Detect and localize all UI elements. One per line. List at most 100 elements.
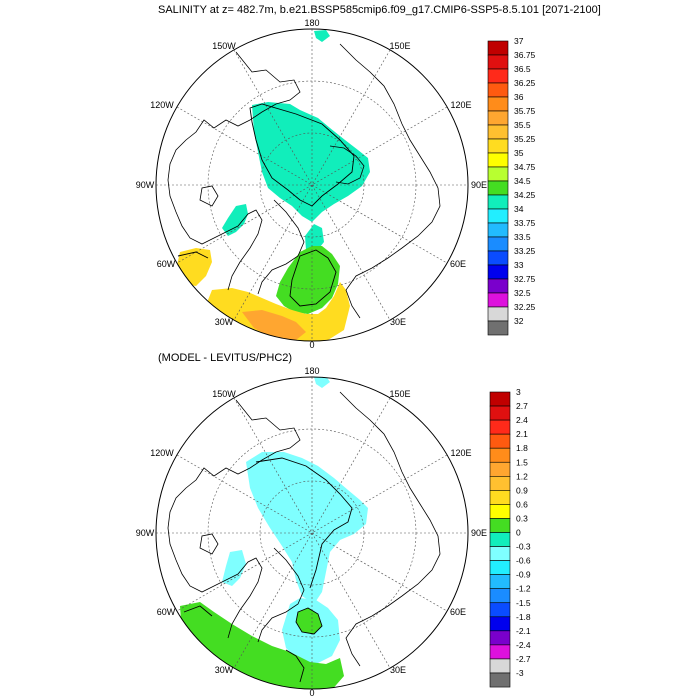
top-colorbar-label: 33.75: [514, 218, 536, 228]
bottom-colorbar-box: [489, 532, 511, 547]
bottom-colorbar-box: [489, 602, 511, 618]
bottom-colorbar-box: [489, 405, 511, 421]
top-lon-label-150w: 150W: [212, 41, 236, 51]
top-colorbar-label: 33.5: [514, 232, 531, 242]
bottom-colorbar-label: 0.6: [516, 499, 528, 509]
top-colorbar-box: [487, 68, 509, 84]
top-colorbar-box: [487, 278, 509, 294]
top-colorbar-label: 33.25: [514, 246, 536, 256]
top-colorbar-label: 32.75: [514, 274, 536, 284]
top-colorbar-box: [487, 82, 509, 98]
bottom-contours: [183, 457, 353, 683]
bottom-colorbar-label: -2.1: [516, 626, 531, 636]
bottom-colorbar-box: [489, 475, 511, 491]
top-colorbar-label: 35.75: [514, 106, 536, 116]
top-colorbar-box: [487, 40, 509, 56]
top-baffin-region: [222, 204, 248, 236]
top-colorbar-box: [487, 110, 509, 126]
bottom-colorbar-label: 0.9: [516, 485, 528, 495]
top-colorbar-box: [487, 222, 509, 238]
bottom-colorbar: 3 2.7 2.4 2.1 1.8 1.5 1.2 0.9 0.6 0.3 0 -0.3 -0.6 -0.…: [489, 387, 531, 688]
top-colorbar-label: 34.75: [514, 162, 536, 172]
bottom-arctic-basin-region: [246, 452, 368, 604]
top-colorbar-box: [487, 152, 509, 168]
top-fram-strait: [305, 224, 324, 252]
bottom-colorbar-box: [489, 616, 511, 632]
top-colorbar-label: 36.5: [514, 64, 531, 74]
top-colorbar-box: [487, 166, 509, 182]
top-lon-label-180: 180: [304, 18, 319, 28]
bottom-colorbar-label: -1.5: [516, 598, 531, 608]
top-colorbar-label: 32: [514, 316, 524, 326]
top-colorbar-box: [487, 194, 509, 210]
top-lon-label-30e: 30E: [390, 317, 406, 327]
top-colorbar-label: 34.5: [514, 176, 531, 186]
top-colorbar-label: 32.5: [514, 288, 531, 298]
bottom-bering-patch: [314, 377, 330, 388]
top-colorbar-box: [487, 138, 509, 154]
top-contours: [177, 103, 355, 307]
top-lon-label-30w: 30W: [215, 317, 234, 327]
bottom-colorbar-box: [489, 447, 511, 463]
top-colorbar: 37 36.75 36.5 36.25 36 35.75 35.5 35.25 35 34.75 3…: [487, 36, 536, 336]
bottom-colorbar-box: [489, 518, 511, 533]
bottom-colorbar-box: [489, 461, 511, 477]
bottom-colorbar-label: 2.1: [516, 429, 528, 439]
bottom-lon-label-150w: 150W: [212, 389, 236, 399]
bottom-panel-title: (MODEL - LEVITUS/PHC2): [158, 352, 293, 364]
bottom-lon-label-180: 180: [304, 366, 319, 376]
top-map-field: [176, 30, 370, 341]
top-colorbar-box: [487, 292, 509, 308]
bottom-nordic-green-core: [296, 608, 322, 634]
bottom-colorbar-box: [489, 574, 511, 590]
top-bering-patch: [314, 30, 330, 42]
top-colorbar-box: [487, 54, 509, 70]
top-colorbar-label: 35: [514, 148, 524, 158]
top-colorbar-label: 34.25: [514, 190, 536, 200]
bottom-colorbar-box: [489, 672, 511, 688]
bottom-lon-label-30e: 30E: [390, 665, 406, 675]
bottom-colorbar-box: [489, 546, 511, 561]
bottom-colorbar-label: -3: [516, 668, 524, 678]
bottom-colorbar-box: [489, 560, 511, 575]
bottom-colorbar-label: -2.4: [516, 640, 531, 650]
top-colorbar-label: 34: [514, 204, 524, 214]
top-orange-region: [242, 310, 306, 340]
top-colorbar-label: 36.75: [514, 50, 536, 60]
bottom-colorbar-label: 1.5: [516, 457, 528, 467]
top-panel-title: SALINITY at z= 482.7m, b.e21.BSSP585cmip…: [158, 4, 601, 16]
bottom-colorbar-label: -0.9: [516, 570, 531, 580]
top-colorbar-box: [487, 96, 509, 112]
bottom-colorbar-label: -0.6: [516, 556, 531, 566]
bottom-colorbar-label: 3: [516, 387, 521, 397]
top-lon-label-90e: 90E: [471, 180, 487, 190]
top-colorbar-box: [487, 306, 509, 322]
top-lon-label-150e: 150E: [389, 41, 410, 51]
top-lon-label-120e: 120E: [450, 100, 471, 110]
top-colorbar-box: [487, 264, 509, 280]
bottom-colorbar-label: 0: [516, 528, 521, 538]
top-colorbar-label: 35.25: [514, 134, 536, 144]
bottom-colorbar-label: 2.4: [516, 415, 528, 425]
top-labrador-region: [176, 248, 212, 286]
bottom-colorbar-box: [489, 588, 511, 604]
bottom-lon-label-90w: 90W: [136, 528, 155, 538]
top-colorbar-box: [487, 180, 509, 196]
top-lon-label-90w: 90W: [136, 180, 155, 190]
top-colorbar-box: [487, 320, 509, 336]
top-colorbar-box: [487, 250, 509, 266]
bottom-lon-label-150e: 150E: [389, 389, 410, 399]
bottom-map-border: [155, 376, 469, 690]
bottom-colorbar-label: -0.3: [516, 542, 531, 552]
bottom-colorbar-box: [489, 433, 511, 449]
bottom-colorbar-box: [489, 419, 511, 435]
bottom-colorbar-label: 2.7: [516, 401, 528, 411]
bottom-lon-labels: 180 150W 150E 120W 120E 90W 90E 60W 60E …: [136, 366, 487, 698]
bottom-lon-label-120e: 120E: [450, 448, 471, 458]
top-lon-label-120w: 120W: [150, 100, 174, 110]
bottom-colorbar-box: [489, 658, 511, 674]
top-lon-labels: 180 150W 150E 120W 120E 90W 90E 60W 60E …: [136, 18, 487, 350]
bottom-colorbar-box: [489, 630, 511, 646]
top-map-border: [155, 28, 469, 342]
top-colorbar-box: [487, 124, 509, 140]
